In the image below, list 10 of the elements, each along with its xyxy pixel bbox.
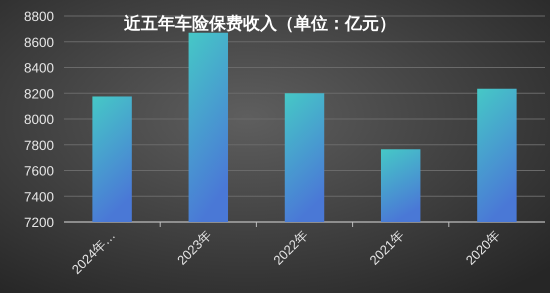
y-tick-label: 7600 — [24, 164, 54, 178]
y-tick-label: 8600 — [24, 34, 54, 50]
y-tick-label: 8800 — [24, 9, 54, 24]
chart-title: 近五年车险保费收入（单位：亿元） — [123, 14, 396, 33]
y-tick-label: 8400 — [24, 60, 54, 76]
y-tick-label: 8200 — [24, 86, 54, 102]
y-tick-label: 8000 — [24, 112, 54, 127]
y-tick-label: 7800 — [24, 138, 54, 153]
y-tick-label: 7200 — [24, 215, 54, 230]
y-tick-label: 7400 — [24, 189, 54, 204]
